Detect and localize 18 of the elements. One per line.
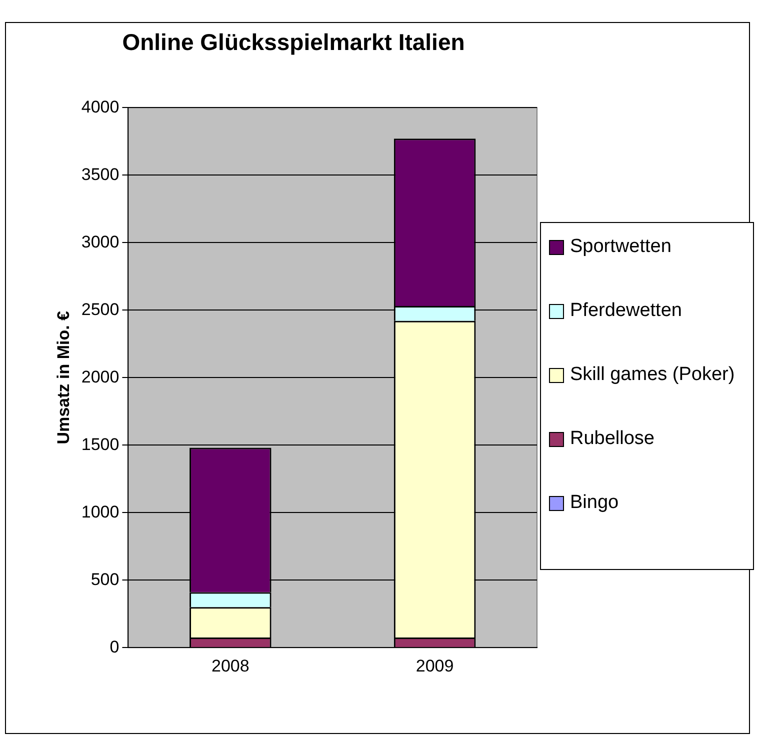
y-axis-title: Umsatz in Mio. € [54, 310, 73, 444]
x-tick-label: 2009 [416, 656, 454, 676]
y-tick-label: 0 [110, 637, 120, 656]
legend-label: Skill games (Poker) [570, 363, 736, 386]
legend-label: Sportwetten [570, 235, 672, 258]
y-tick-label: 3500 [81, 164, 120, 184]
chart-title: Online Glücksspielmarkt Italien [122, 29, 465, 56]
y-tick-label: 500 [90, 570, 120, 589]
y-tick-label: 3000 [81, 232, 120, 252]
legend-label: Rubellose [570, 427, 656, 450]
y-tick-label: 1500 [81, 434, 120, 454]
legend-label: Bingo [570, 491, 620, 514]
x-tick-label: 2008 [212, 656, 250, 676]
y-tick-label: 1000 [81, 502, 120, 522]
legend-label: Pferdewetten [570, 299, 683, 322]
y-tick-label: 4000 [81, 97, 120, 116]
y-tick-label: 2500 [81, 300, 120, 319]
y-tick-label: 2000 [81, 367, 120, 386]
